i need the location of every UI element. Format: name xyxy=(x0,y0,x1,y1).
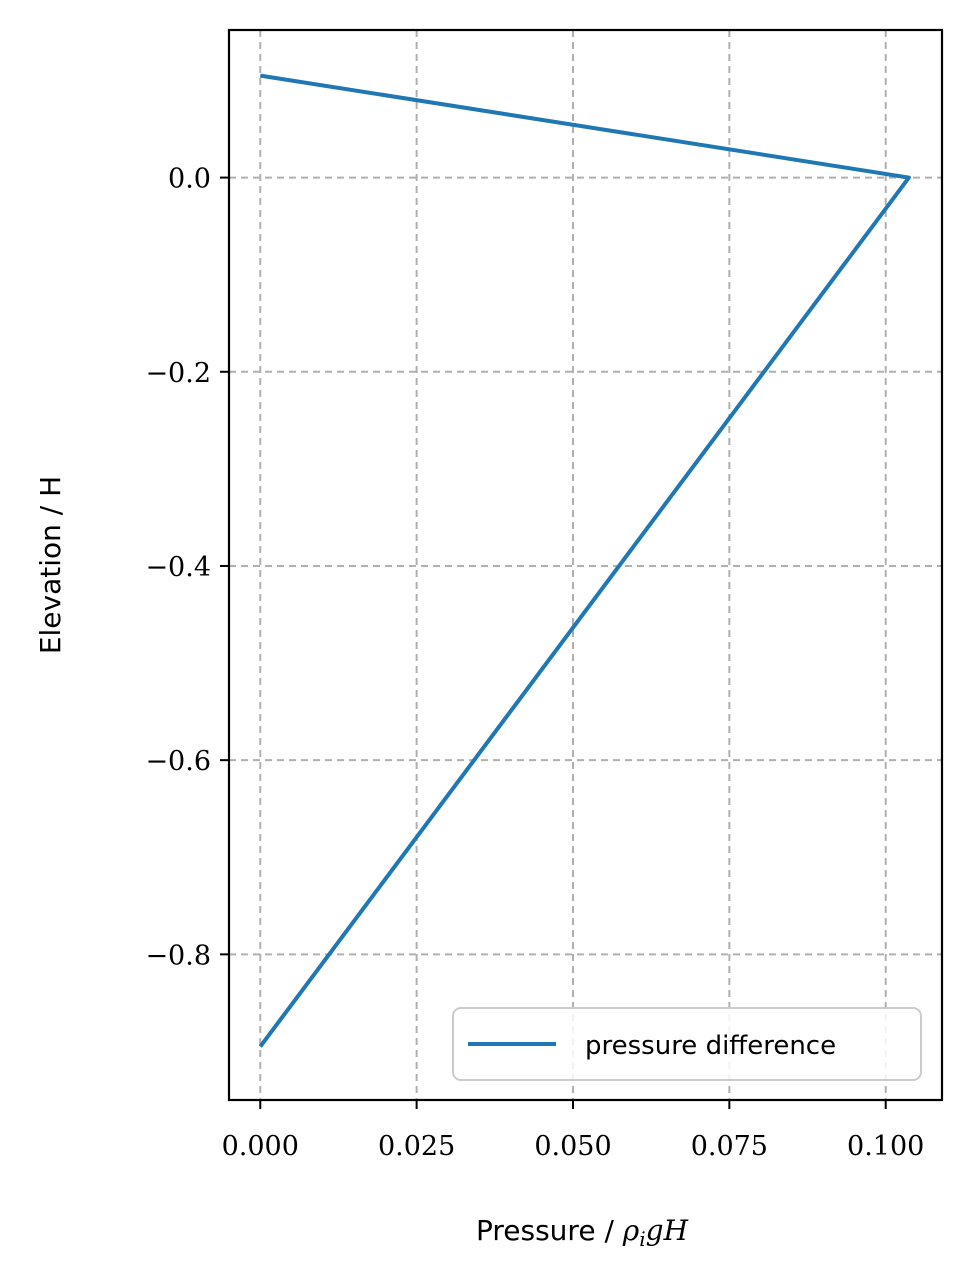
series-line-pressure-difference xyxy=(258,73,911,1048)
y-tick-label: −0.4 xyxy=(145,552,211,583)
legend: pressure difference xyxy=(452,1007,922,1081)
grid-lines xyxy=(229,30,942,1100)
x-axis-label-rho-sub: i xyxy=(639,1227,645,1251)
y-tick-label: −0.8 xyxy=(145,940,211,971)
y-axis-label: Elevation / H xyxy=(34,476,67,654)
x-axis-label-rho: ρ xyxy=(622,1214,640,1247)
axis-ticks: 0.000 0.025 0.050 0.075 0.100 0.0 −0.2 −0.4 −0.6… xyxy=(145,164,924,1162)
x-tick-label: 0.000 xyxy=(222,1131,299,1162)
legend-box xyxy=(452,1007,922,1081)
y-tick-label: −0.6 xyxy=(145,746,211,777)
series-lines xyxy=(258,73,911,1048)
legend-label: pressure difference xyxy=(585,1031,836,1061)
x-tick-label: 0.025 xyxy=(378,1131,455,1162)
x-axis-label-rest: gH xyxy=(646,1214,689,1247)
x-tick-label: 0.075 xyxy=(691,1131,768,1162)
x-tick-label: 0.050 xyxy=(534,1131,611,1162)
y-tick-label: 0.0 xyxy=(168,164,211,195)
x-axis-label-prefix: Pressure / xyxy=(476,1214,623,1247)
y-tick-label: −0.2 xyxy=(145,358,211,389)
x-axis-label: Pressure / ρigH xyxy=(476,1214,689,1251)
x-tick-label: 0.100 xyxy=(847,1131,924,1162)
